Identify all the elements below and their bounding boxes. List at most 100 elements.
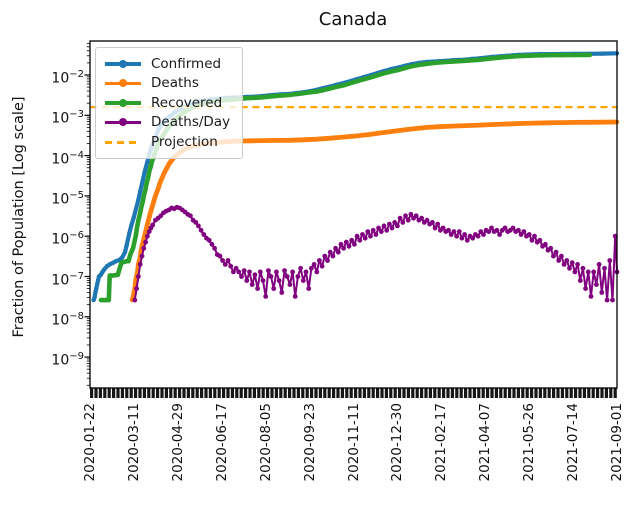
series-marker — [140, 177, 146, 183]
series-marker — [596, 262, 602, 267]
series-marker — [521, 229, 527, 235]
series-marker — [334, 84, 339, 90]
legend-item-confirmed: Confirmed — [105, 54, 234, 74]
series-marker — [400, 220, 406, 225]
series-marker — [548, 245, 554, 251]
y-tick-label: 10−2 — [51, 69, 84, 87]
series-marker — [600, 120, 605, 125]
series-marker — [409, 63, 414, 69]
series-marker — [259, 95, 265, 100]
series-marker — [559, 52, 564, 58]
series-marker — [272, 93, 277, 99]
series-marker — [268, 274, 274, 279]
series-marker — [587, 120, 592, 125]
series-marker — [141, 193, 146, 199]
series-marker — [424, 217, 430, 223]
series-marker — [257, 269, 263, 275]
series-marker — [365, 229, 371, 235]
series-marker — [413, 213, 419, 219]
series-marker — [610, 297, 615, 303]
series-marker — [317, 258, 322, 263]
series-marker — [320, 88, 326, 93]
series-marker — [362, 76, 367, 82]
series-marker — [139, 253, 145, 259]
series-marker — [516, 227, 521, 233]
series-marker — [504, 121, 509, 127]
series-marker — [504, 54, 509, 60]
series-marker — [392, 220, 398, 225]
series-marker — [145, 159, 150, 164]
series-marker — [95, 281, 100, 287]
series-marker — [346, 243, 352, 249]
series-marker — [604, 297, 610, 303]
series-marker — [378, 229, 384, 235]
series-marker — [146, 229, 152, 235]
series-marker — [532, 233, 537, 239]
series-marker — [357, 237, 363, 243]
series-marker — [147, 212, 153, 217]
series-marker — [440, 225, 446, 231]
series-marker — [607, 258, 613, 263]
series-marker — [349, 237, 355, 243]
series-marker — [354, 233, 360, 239]
x-tick-label: 2020-12-30 — [389, 403, 406, 482]
series-marker — [564, 258, 570, 263]
legend-item-projection: Projection — [105, 132, 234, 152]
series-marker — [209, 241, 215, 247]
x-tick-label: 2021-04-07 — [477, 403, 494, 482]
series-marker — [148, 163, 154, 169]
legend-label: Deaths/Day — [151, 114, 231, 131]
series-marker — [314, 269, 320, 275]
y-tick-label: 10−8 — [51, 310, 84, 329]
series-marker — [602, 265, 607, 271]
series-marker — [497, 55, 502, 60]
series-marker — [255, 286, 260, 291]
series-marker — [375, 73, 380, 78]
series-marker — [132, 237, 137, 243]
series-marker — [314, 137, 319, 142]
y-tick-label: 10−5 — [51, 189, 84, 208]
series-marker — [397, 67, 402, 72]
series-marker — [383, 130, 388, 135]
series-marker — [443, 59, 448, 65]
series-marker — [431, 60, 436, 66]
x-tick-label: 2020-04-29 — [169, 403, 186, 482]
series-marker — [287, 138, 293, 143]
series-marker — [552, 52, 557, 58]
series-marker — [389, 225, 395, 231]
legend: Confirmed Deaths Recovered Deaths/Day Projec… — [95, 47, 243, 159]
series-marker — [410, 126, 415, 132]
series-marker — [567, 265, 572, 271]
series-marker — [491, 122, 496, 127]
series-marker — [449, 123, 455, 129]
series-marker — [145, 233, 150, 239]
series-marker — [348, 80, 353, 86]
series-marker — [146, 174, 151, 179]
series-marker — [342, 82, 347, 88]
legend-item-deaths-day: Deaths/Day — [105, 113, 234, 133]
series-marker — [405, 217, 411, 223]
series-marker — [239, 274, 244, 279]
series-marker — [454, 233, 459, 239]
series-marker — [115, 272, 121, 277]
series-marker — [122, 250, 128, 255]
series-marker — [201, 232, 207, 237]
x-tick-label: 2020-08-05 — [257, 403, 274, 482]
series-marker — [231, 269, 236, 275]
series-marker — [435, 221, 441, 227]
series-marker — [124, 242, 129, 248]
legend-line-marker-icon — [105, 118, 141, 127]
series-marker — [424, 61, 430, 66]
series-marker — [518, 121, 523, 126]
series-marker — [397, 128, 402, 133]
series-marker — [102, 267, 107, 272]
series-marker — [360, 232, 365, 237]
series-marker — [559, 120, 564, 125]
series-marker — [94, 286, 99, 291]
series-marker — [241, 268, 247, 273]
series-marker — [437, 124, 442, 129]
series-marker — [292, 294, 298, 299]
series-marker — [311, 262, 317, 267]
series-marker — [307, 90, 312, 95]
